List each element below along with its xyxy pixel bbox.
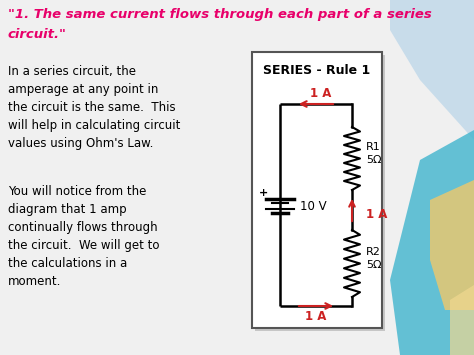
Text: circuit.": circuit." — [8, 28, 67, 41]
Text: "1. The same current flows through each part of a series: "1. The same current flows through each … — [8, 8, 432, 21]
Text: 1 A: 1 A — [310, 87, 332, 100]
Polygon shape — [450, 285, 474, 355]
Text: R1
5Ω: R1 5Ω — [366, 142, 382, 165]
Text: 10 V: 10 V — [300, 201, 327, 213]
FancyBboxPatch shape — [252, 52, 382, 328]
Text: SERIES - Rule 1: SERIES - Rule 1 — [264, 64, 371, 77]
Polygon shape — [430, 180, 474, 310]
Text: In a series circuit, the
amperage at any point in
the circuit is the same.  This: In a series circuit, the amperage at any… — [8, 65, 181, 150]
Text: +: + — [259, 188, 269, 198]
Text: R2
5Ω: R2 5Ω — [366, 247, 382, 270]
Text: 1 A: 1 A — [366, 208, 387, 222]
FancyBboxPatch shape — [255, 55, 385, 331]
Text: You will notice from the
diagram that 1 amp
continually flows through
the circui: You will notice from the diagram that 1 … — [8, 185, 159, 288]
Polygon shape — [390, 0, 474, 140]
Text: 1 A: 1 A — [305, 310, 327, 323]
Polygon shape — [390, 130, 474, 355]
